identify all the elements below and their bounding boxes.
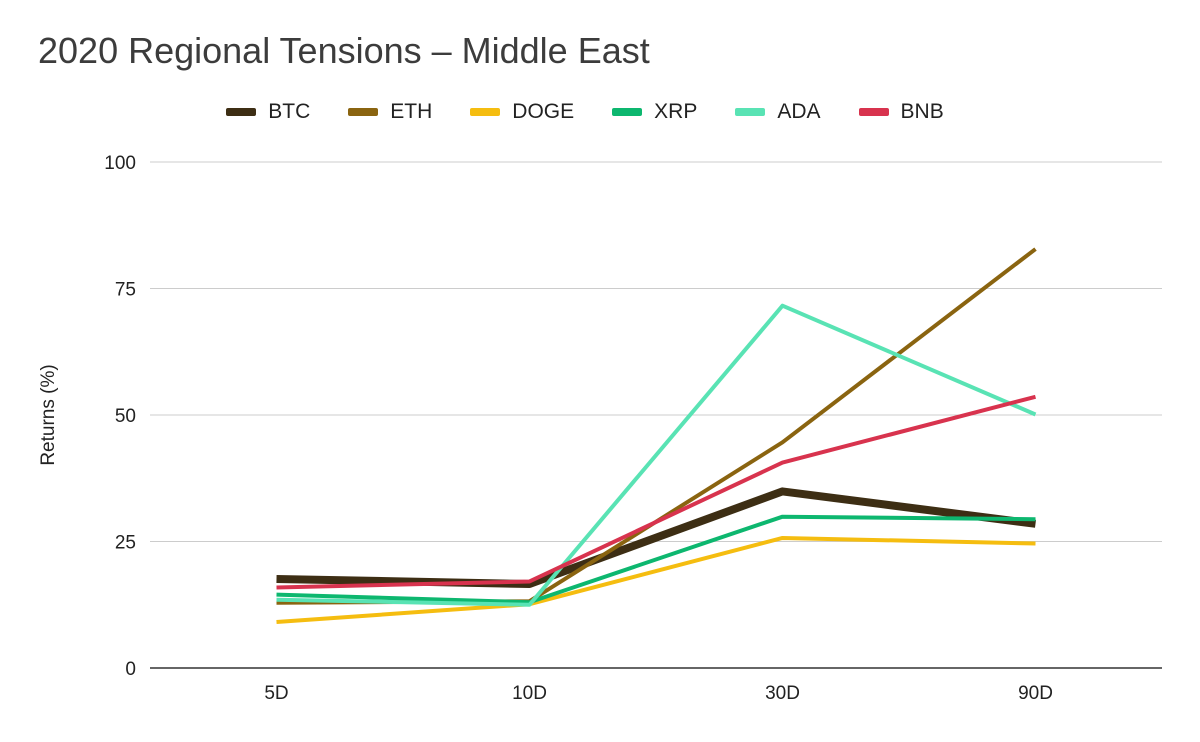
y-tick-label: 75 bbox=[115, 280, 136, 301]
chart-legend: BTC ETH DOGE XRP ADA BNB bbox=[0, 97, 1200, 127]
series-line-bnb bbox=[276, 394, 1037, 590]
legend-label: BNB bbox=[900, 100, 944, 123]
gridlines bbox=[150, 161, 1162, 542]
tick-labels: 0 25 50 75 100 5D 10D 30D 90D Returns (%) bbox=[38, 153, 1053, 704]
legend-swatch bbox=[735, 108, 766, 116]
legend-swatch bbox=[470, 108, 501, 116]
legend-label: ETH bbox=[390, 100, 433, 123]
y-tick-label: 100 bbox=[104, 153, 136, 174]
legend-label: DOGE bbox=[512, 100, 575, 123]
y-axis-title: Returns (%) bbox=[38, 364, 59, 465]
legend-label: BTC bbox=[268, 100, 311, 123]
x-tick-label: 10D bbox=[512, 683, 547, 704]
legend-item-xrp: XRP bbox=[608, 100, 731, 124]
x-tick-label: 5D bbox=[264, 683, 288, 704]
legend-label: XRP bbox=[654, 100, 698, 123]
legend-item-btc: BTC bbox=[222, 100, 344, 124]
series-line-doge bbox=[276, 535, 1036, 624]
legend-label: ADA bbox=[777, 100, 821, 123]
legend-swatch bbox=[612, 108, 643, 116]
y-tick-label: 25 bbox=[115, 533, 136, 554]
series-line-ada bbox=[276, 303, 1037, 607]
legend-swatch bbox=[226, 108, 257, 116]
series-line-btc bbox=[276, 487, 1037, 589]
series-lines bbox=[276, 247, 1037, 624]
legend-item-bnb: BNB bbox=[855, 100, 978, 124]
y-tick-label: 0 bbox=[125, 659, 136, 680]
legend-swatch bbox=[858, 108, 889, 116]
legend-item-doge: DOGE bbox=[466, 100, 608, 124]
legend-swatch bbox=[348, 108, 379, 116]
legend-item-eth: ETH bbox=[344, 100, 466, 124]
x-tick-label: 30D bbox=[765, 683, 800, 704]
legend-item-ada: ADA bbox=[731, 100, 854, 124]
y-tick-label: 50 bbox=[115, 406, 136, 427]
x-tick-label: 90D bbox=[1018, 683, 1053, 704]
chart-title: 2020 Regional Tensions – Middle East bbox=[38, 30, 650, 71]
series-line-xrp bbox=[276, 514, 1036, 605]
